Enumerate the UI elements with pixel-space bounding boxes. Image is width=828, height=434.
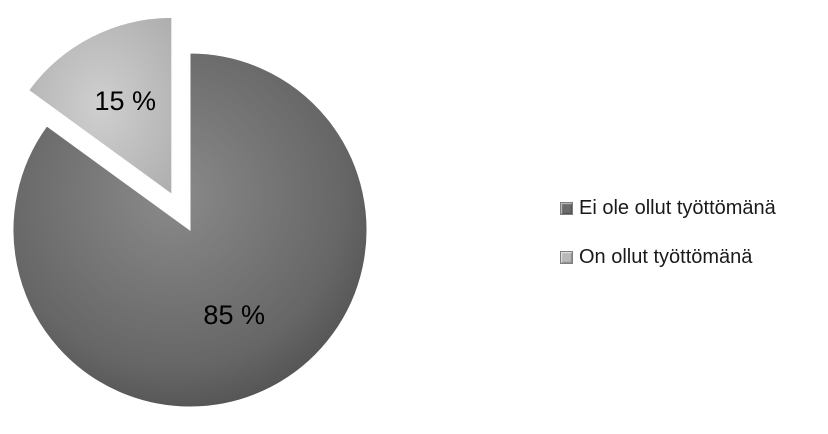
pie-slice-ei-ole-ollut[interactable]	[12, 52, 368, 408]
legend-swatch	[560, 250, 573, 264]
legend-swatch	[560, 201, 573, 215]
legend-label: On ollut työttömänä	[579, 245, 753, 268]
legend-label: Ei ole ollut työttömänä	[579, 196, 776, 219]
legend: Ei ole ollut työttömänä On ollut työttöm…	[560, 193, 776, 291]
data-label: 15 %	[94, 86, 156, 116]
legend-item-ei-ole-ollut[interactable]: Ei ole ollut työttömänä	[560, 193, 776, 223]
data-label: 85 %	[203, 300, 265, 330]
pie-slice-on-ollut[interactable]	[27, 16, 173, 196]
legend-item-on-ollut[interactable]: On ollut työttömänä	[560, 242, 776, 272]
